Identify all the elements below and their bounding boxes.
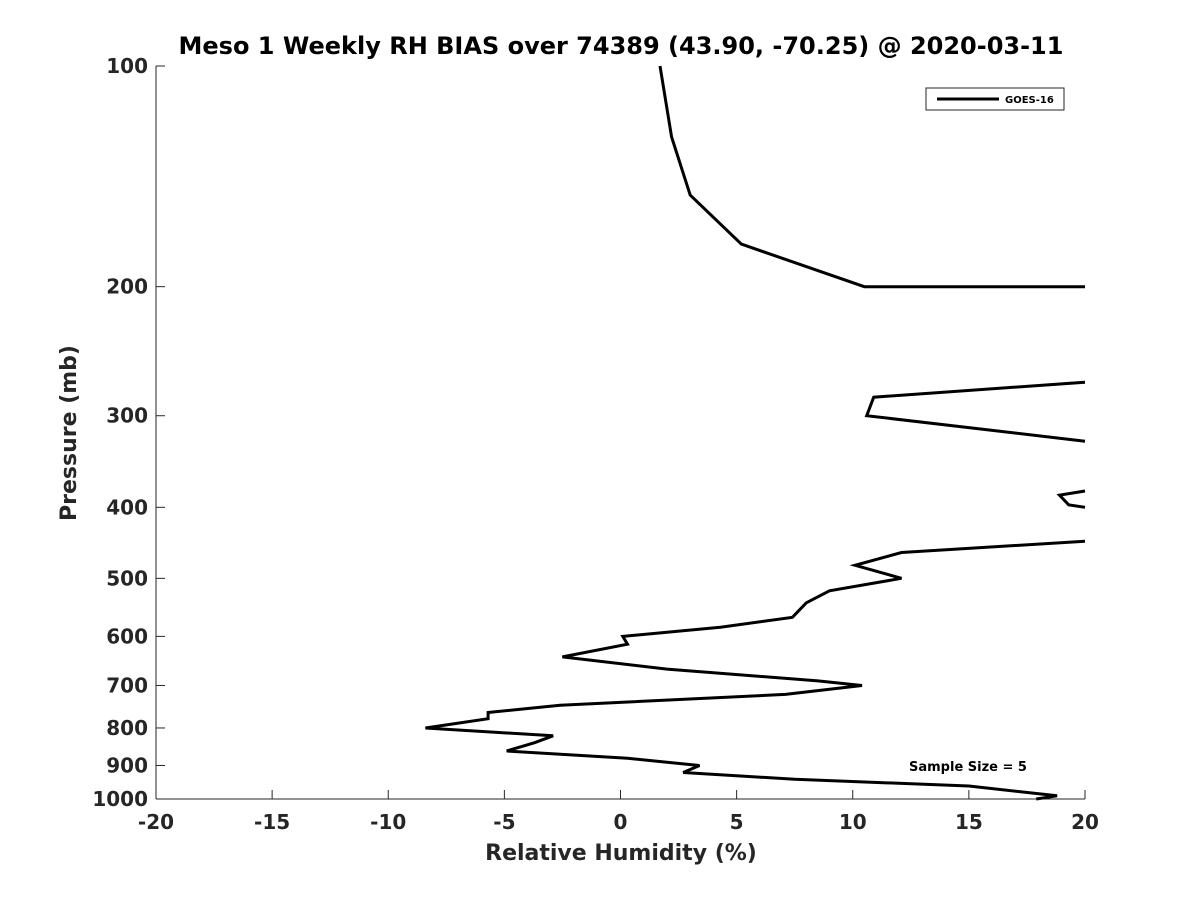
chart-title: Meso 1 Weekly RH BIAS over 74389 (43.90,… [179,32,1064,60]
y-tick-label: 600 [106,624,148,648]
y-tick-label: 200 [106,275,148,299]
x-tick-label: -20 [138,810,174,834]
y-axis: 100 200 300 400 500 600 700 800 900 1000 [92,54,165,811]
y-tick-label: 700 [106,673,148,697]
x-tick-label: 15 [955,810,983,834]
x-tick-label: 0 [614,810,628,834]
legend-label: GOES-16 [1005,95,1054,106]
x-axis-label: Relative Humidity (%) [485,841,757,866]
series-line-goes16 [425,539,1086,801]
x-tick-label: -10 [370,810,406,834]
series-line-goes16 [658,65,1085,289]
series-line-goes16 [864,380,1086,443]
legend: GOES-16 [925,87,1065,111]
x-tick-label: 10 [839,810,867,834]
y-tick-label: 400 [106,495,148,519]
sample-size-annotation: Sample Size = 5 [909,760,1027,775]
y-tick-label: 900 [106,753,148,777]
y-tick-label: 100 [106,54,148,78]
x-tick-label: 5 [730,810,744,834]
x-tick-label: -5 [493,810,515,834]
y-tick-label: 800 [106,716,148,740]
y-tick-label: 300 [106,404,148,428]
y-axis-label: Pressure (mb) [57,345,82,521]
x-axis: -20 -15 -10 -5 0 5 10 15 20 [138,790,1099,834]
y-tick-label: 500 [106,566,148,590]
x-tick-label: -15 [254,810,290,834]
series-line-goes16 [1056,489,1086,509]
y-tick-label: 1000 [92,787,148,811]
x-tick-label: 20 [1071,810,1099,834]
